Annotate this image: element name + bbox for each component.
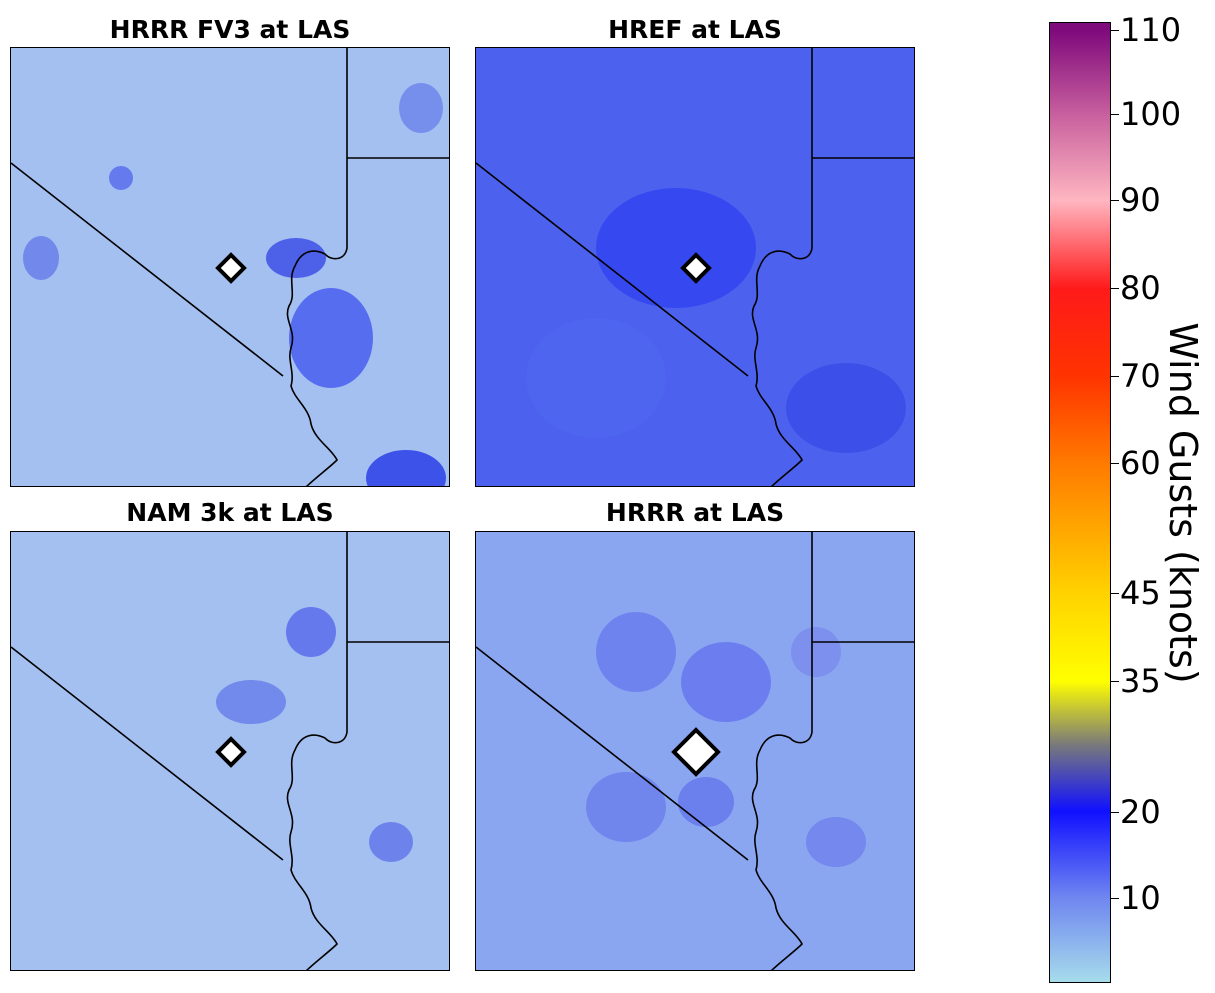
gust-region [786,363,906,453]
colorbar-tick [1111,376,1119,377]
panel-title-href: HREF at LAS [608,15,782,44]
colorbar-tick-label: 35 [1120,662,1161,700]
river-border-line [286,532,348,970]
gust-region [681,642,771,722]
station-marker-las [680,252,712,284]
gust-region [526,318,666,438]
gust-region [586,772,666,842]
river-border-line [751,532,813,970]
station-marker-las [671,727,721,777]
gust-region [286,607,336,657]
panel-title-nam-3k: NAM 3k at LAS [126,498,334,527]
colorbar-tick-label: 80 [1120,269,1161,307]
gust-region [216,680,286,724]
colorbar-tick [1111,812,1119,813]
river-border-line [286,48,348,486]
colorbar-tick [1111,288,1119,289]
colorbar-tick [1111,114,1119,115]
station-marker-las [215,252,247,284]
panel-title-hrrr-fv3: HRRR FV3 at LAS [109,15,351,44]
colorbar-tick [1111,681,1119,682]
station-marker-las [215,736,247,768]
colorbar-tick [1111,463,1119,464]
gust-region [596,188,756,308]
gust-region [399,83,443,133]
gust-region [266,238,326,278]
map-svg [11,48,449,486]
map-svg [476,48,914,486]
colorbar-tick-label: 100 [1120,95,1182,133]
colorbar-tick [1111,898,1119,899]
map-panel-href [475,47,915,487]
river-border-line [751,48,813,486]
colorbar-label: Wind Gusts (knots) [1161,322,1205,684]
map-panel-hrrr [475,531,915,971]
state-border-line [11,162,284,377]
colorbar-tick-label: 60 [1120,444,1161,482]
gust-region [289,288,373,388]
gust-region [366,450,446,486]
state-border-line [476,646,749,861]
panel-title-hrrr: HRRR at LAS [605,498,785,527]
gust-region [806,817,866,867]
colorbar-tick-label: 20 [1120,793,1161,831]
gust-region [678,777,734,827]
colorbar-tick-label: 10 [1120,879,1161,917]
colorbar-tick-label: 45 [1120,574,1161,612]
colorbar [1049,22,1111,983]
state-border-line [11,646,284,861]
colorbar-tick-label: 90 [1120,181,1161,219]
gust-region [596,612,676,692]
colorbar-tick-label: 70 [1120,357,1161,395]
map-panel-nam-3k [10,531,450,971]
gust-region [369,822,413,862]
colorbar-tick [1111,30,1119,31]
map-svg [11,532,449,970]
colorbar-tick [1111,593,1119,594]
colorbar-tick [1111,200,1119,201]
gust-region [109,166,133,190]
colorbar-tick-label: 110 [1120,11,1182,49]
map-svg [476,532,914,970]
state-border-line [476,162,749,377]
gust-region [791,627,841,677]
map-panel-hrrr-fv3 [10,47,450,487]
gust-region [23,236,59,280]
